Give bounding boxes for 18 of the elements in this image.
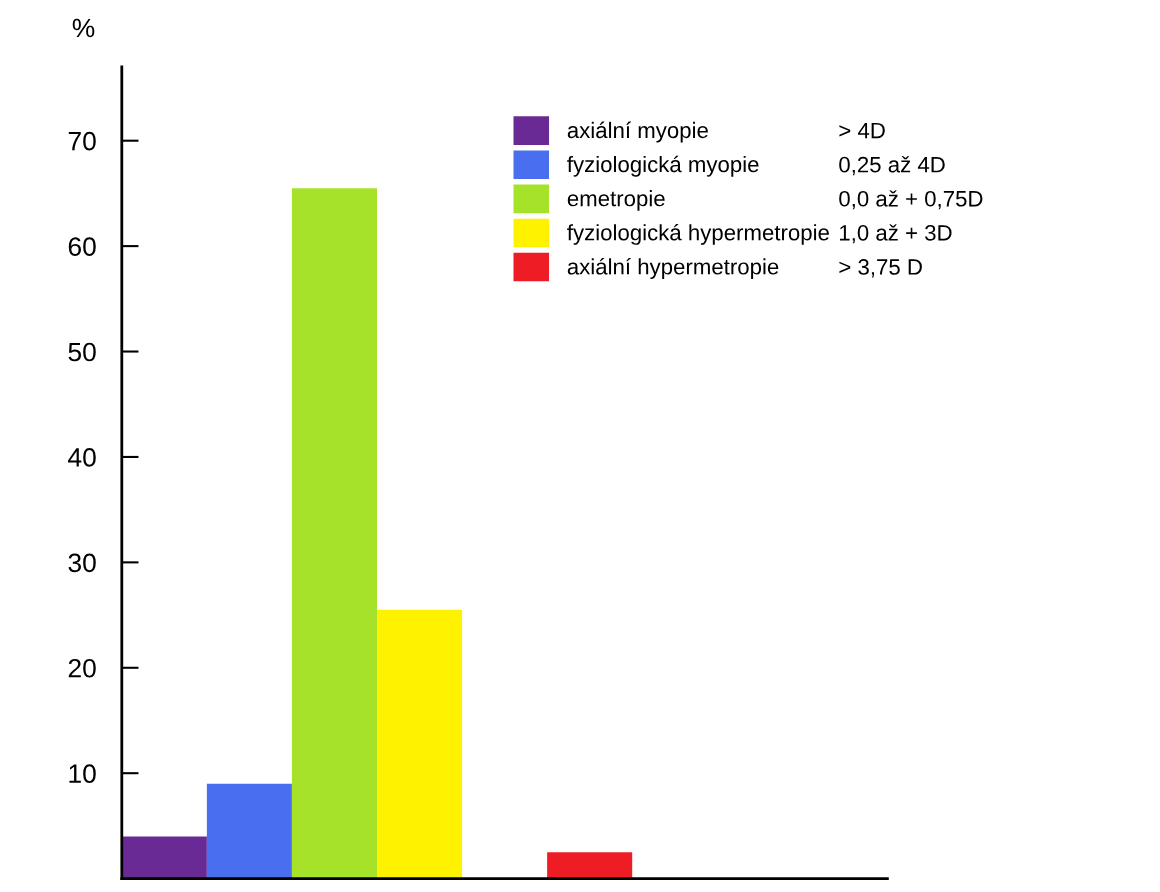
y-tick-label: 20 — [68, 658, 96, 678]
annotation: > 3,75 D — [839, 259, 922, 278]
legend-label: axiální myopie — [567, 121, 708, 143]
y-tick-label: 60 — [68, 237, 96, 256]
legend-label: fyziologická hypermetropie — [567, 223, 829, 245]
legend-label: emetropie — [567, 190, 665, 211]
y-tick-label: 10 — [69, 764, 96, 784]
y-tick-label: 30 — [68, 553, 96, 573]
annotation: > 4D — [839, 122, 885, 139]
y-tick-label: 70 — [68, 131, 96, 151]
annotation: 1,0 až + 3D — [840, 224, 952, 244]
legend-label: fyziologická myopie — [567, 155, 759, 177]
y-tick-label: 40 — [68, 448, 96, 467]
legend-label: axiální hypermetropie — [567, 258, 779, 279]
y-tick-label: 50 — [68, 342, 96, 362]
y-axis-title: % — [72, 18, 95, 38]
annotation: 0,25 až 4D — [839, 156, 945, 176]
annotation: 0,0 až + 0,75D — [839, 190, 983, 210]
